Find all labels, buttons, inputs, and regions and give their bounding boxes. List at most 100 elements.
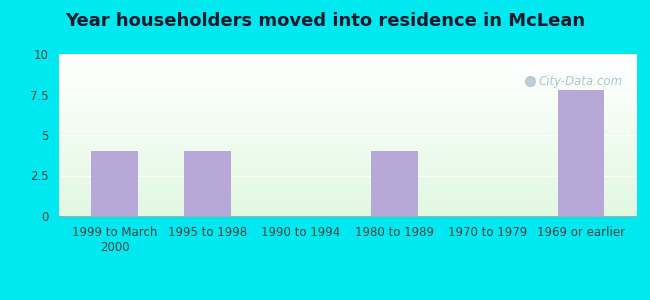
Bar [58, 210, 637, 211]
Bar [58, 169, 637, 170]
Bar [58, 208, 637, 209]
Bar [58, 211, 637, 212]
Bar [58, 65, 637, 66]
Bar [58, 179, 637, 180]
Text: City-Data.com: City-Data.com [539, 75, 623, 88]
Bar [58, 67, 637, 68]
Bar [58, 178, 637, 179]
Bar [58, 83, 637, 84]
Bar [58, 100, 637, 101]
Bar [58, 101, 637, 102]
Bar [58, 156, 637, 157]
Bar [58, 64, 637, 65]
Bar [58, 174, 637, 175]
Bar [58, 190, 637, 191]
Bar [58, 120, 637, 121]
Bar [58, 173, 637, 174]
Bar [58, 206, 637, 207]
Bar [58, 91, 637, 92]
Bar [58, 114, 637, 115]
Bar [58, 94, 637, 95]
Bar [58, 199, 637, 200]
Bar [58, 124, 637, 125]
Bar [58, 136, 637, 137]
Bar [58, 183, 637, 184]
Bar [58, 82, 637, 83]
Bar [58, 110, 637, 111]
Bar [58, 137, 637, 138]
Bar [58, 107, 637, 108]
Bar [58, 143, 637, 144]
Bar [58, 106, 637, 107]
Bar [58, 88, 637, 89]
Bar [58, 193, 637, 194]
Bar [58, 99, 637, 100]
Bar [58, 123, 637, 124]
Bar [58, 201, 637, 202]
Bar [58, 73, 637, 74]
Bar [58, 164, 637, 165]
Bar [58, 184, 637, 185]
Bar [58, 165, 637, 166]
Bar [58, 215, 637, 216]
Bar [58, 62, 637, 63]
Bar [58, 70, 637, 71]
Bar [58, 68, 637, 69]
Bar [58, 92, 637, 93]
Bar [58, 131, 637, 132]
Bar [58, 132, 637, 133]
Bar [58, 86, 637, 87]
Bar [58, 182, 637, 183]
Bar [58, 127, 637, 128]
Bar [58, 135, 637, 136]
Bar [58, 108, 637, 109]
Bar [58, 163, 637, 164]
Bar [58, 209, 637, 210]
Bar [58, 106, 637, 107]
Bar [58, 159, 637, 160]
Bar [58, 105, 637, 106]
Bar [58, 103, 637, 104]
Bar [58, 176, 637, 177]
Bar [58, 158, 637, 159]
Bar [58, 145, 637, 146]
Bar [58, 139, 637, 140]
Bar [58, 98, 637, 99]
Bar [58, 171, 637, 172]
Bar [58, 55, 637, 56]
Bar [58, 204, 637, 205]
Bar [58, 72, 637, 73]
Bar [58, 89, 637, 90]
Bar [58, 63, 637, 64]
Bar [58, 154, 637, 155]
Bar [58, 75, 637, 76]
Bar [58, 54, 637, 55]
Bar [58, 74, 637, 75]
Bar [58, 195, 637, 196]
Bar [58, 59, 637, 60]
Bar [58, 82, 637, 83]
Bar [58, 96, 637, 97]
Bar [58, 69, 637, 70]
Bar [58, 78, 637, 79]
Bar [58, 85, 637, 86]
Bar [58, 84, 637, 85]
Bar [58, 167, 637, 168]
Bar [58, 95, 637, 96]
Bar [58, 76, 637, 77]
Bar [58, 113, 637, 114]
Bar [58, 177, 637, 178]
Bar [58, 125, 637, 126]
Bar [58, 153, 637, 154]
Bar [58, 168, 637, 169]
Text: Year householders moved into residence in McLean: Year householders moved into residence i… [65, 12, 585, 30]
Bar [58, 130, 637, 131]
Bar [58, 214, 637, 215]
Bar [58, 194, 637, 195]
Bar [58, 119, 637, 120]
Bar [58, 87, 637, 88]
Bar [58, 97, 637, 98]
Bar [185, 151, 231, 216]
Bar [58, 81, 637, 82]
Bar [58, 189, 637, 190]
